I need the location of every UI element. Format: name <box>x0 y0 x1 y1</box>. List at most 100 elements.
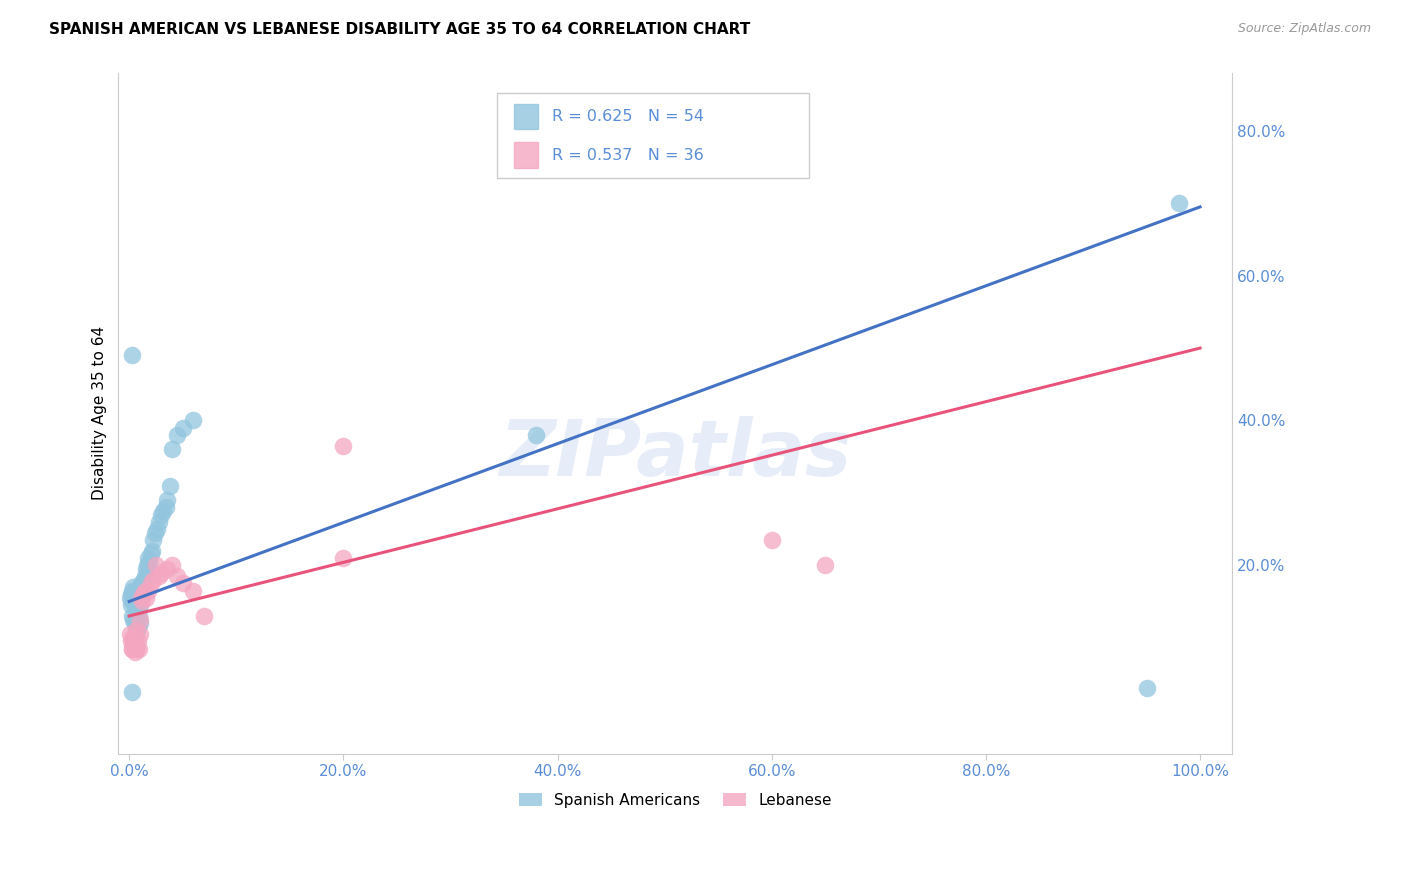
Point <box>814 558 837 573</box>
Point <box>121 641 143 656</box>
Point <box>160 558 183 573</box>
Point <box>131 587 153 601</box>
Point <box>150 508 173 522</box>
Text: R = 0.625   N = 54: R = 0.625 N = 54 <box>551 109 703 124</box>
FancyBboxPatch shape <box>513 143 538 169</box>
Point <box>120 634 142 648</box>
Point <box>761 533 783 547</box>
Point <box>120 587 142 601</box>
Point <box>128 598 150 612</box>
Point <box>1167 196 1189 211</box>
Point <box>332 439 354 453</box>
Y-axis label: Disability Age 35 to 64: Disability Age 35 to 64 <box>93 326 107 500</box>
Point <box>134 583 156 598</box>
Point <box>124 587 146 601</box>
Point <box>129 591 152 605</box>
Point <box>138 583 160 598</box>
Point <box>122 638 145 652</box>
Point <box>172 421 194 435</box>
Point <box>141 543 163 558</box>
Point <box>128 627 150 641</box>
Point <box>156 562 179 576</box>
Point <box>146 522 169 536</box>
Text: R = 0.537   N = 36: R = 0.537 N = 36 <box>551 148 703 163</box>
Point <box>135 562 157 576</box>
Point <box>183 413 205 427</box>
Point <box>128 616 150 631</box>
Point <box>121 583 143 598</box>
Point <box>121 641 143 656</box>
Point <box>127 634 149 648</box>
Point <box>139 548 162 562</box>
Point <box>124 638 146 652</box>
Text: ZIPatlas: ZIPatlas <box>499 416 852 492</box>
Point <box>124 620 146 634</box>
Point <box>148 569 170 583</box>
Point <box>124 583 146 598</box>
Point <box>125 641 148 656</box>
Point <box>128 641 150 656</box>
Point <box>166 569 188 583</box>
Point <box>127 583 149 598</box>
Point <box>166 428 188 442</box>
Point <box>131 594 153 608</box>
Point <box>120 598 142 612</box>
Point <box>129 591 152 605</box>
Point <box>121 609 143 624</box>
Point <box>134 569 156 583</box>
Text: Source: ZipAtlas.com: Source: ZipAtlas.com <box>1237 22 1371 36</box>
Point <box>183 583 205 598</box>
Point <box>145 558 167 573</box>
Point <box>139 576 162 591</box>
Point <box>127 601 149 615</box>
Point <box>148 515 170 529</box>
Point <box>142 573 165 587</box>
Point <box>122 591 145 605</box>
Point <box>135 591 157 605</box>
Point <box>124 631 146 645</box>
Point <box>121 631 143 645</box>
Point <box>155 500 177 515</box>
Point <box>127 620 149 634</box>
Point <box>524 428 547 442</box>
Point <box>172 576 194 591</box>
Point <box>120 591 142 605</box>
Point <box>128 609 150 624</box>
Point <box>124 624 146 638</box>
Point <box>143 525 166 540</box>
Point <box>159 478 181 492</box>
Point <box>124 616 146 631</box>
Point <box>128 591 150 605</box>
Point <box>132 587 155 601</box>
FancyBboxPatch shape <box>498 94 808 178</box>
Point <box>121 685 143 699</box>
Text: SPANISH AMERICAN VS LEBANESE DISABILITY AGE 35 TO 64 CORRELATION CHART: SPANISH AMERICAN VS LEBANESE DISABILITY … <box>49 22 751 37</box>
Point <box>121 594 143 608</box>
Point <box>156 493 179 508</box>
Point <box>142 533 165 547</box>
Point <box>138 555 160 569</box>
Point <box>129 576 152 591</box>
Point <box>124 645 146 659</box>
Point <box>125 594 148 608</box>
Point <box>150 566 173 580</box>
Point <box>120 627 142 641</box>
Point <box>124 598 146 612</box>
Legend: Spanish Americans, Lebanese: Spanish Americans, Lebanese <box>513 787 838 814</box>
Point <box>122 580 145 594</box>
Point <box>1135 681 1157 696</box>
Point <box>132 576 155 591</box>
Point <box>124 601 146 615</box>
FancyBboxPatch shape <box>513 103 538 129</box>
Point <box>332 551 354 566</box>
Point <box>193 609 215 624</box>
Point <box>152 504 174 518</box>
Point <box>160 442 183 457</box>
Point <box>136 558 159 573</box>
Point <box>134 573 156 587</box>
Point <box>138 551 160 566</box>
Point <box>121 348 143 362</box>
Point <box>125 624 148 638</box>
Point <box>128 613 150 627</box>
Point <box>122 613 145 627</box>
